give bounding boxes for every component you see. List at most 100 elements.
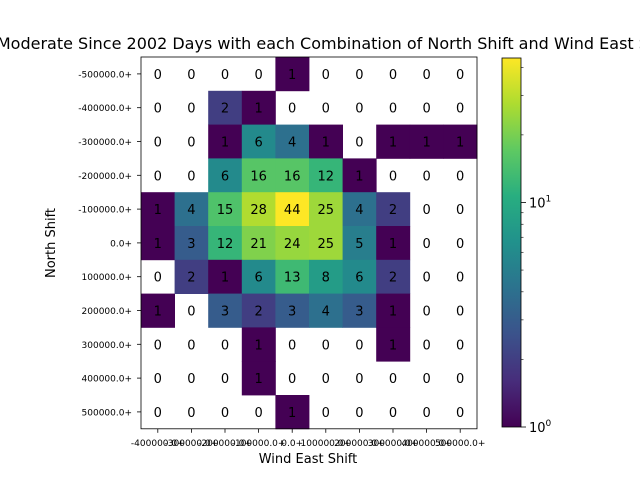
cell-value-label: 1 xyxy=(389,338,397,353)
x-tick-label: -100000.0+ xyxy=(232,439,286,449)
cell-value-label: 6 xyxy=(254,136,262,151)
cell-value-label: 0 xyxy=(456,305,464,320)
cell-value-label: 0 xyxy=(221,372,229,387)
cell-value-label: 1 xyxy=(221,271,229,286)
colorbar-tick-label: 100 xyxy=(529,419,552,436)
cell-value-label: 0 xyxy=(221,68,229,83)
cell-value-label: 0 xyxy=(154,68,162,83)
heatmap-cell xyxy=(342,259,377,294)
y-tick-label: -300000.0+ xyxy=(78,138,132,148)
cell-value-label: 0 xyxy=(187,338,195,353)
heatmap-cell xyxy=(409,124,444,159)
cell-value-label: 1 xyxy=(355,169,363,184)
heatmap-cell xyxy=(275,57,310,92)
x-tick-label: -400000.0+ xyxy=(131,439,185,449)
cell-value-label: 0 xyxy=(154,102,162,117)
cell-value-label: 0 xyxy=(422,68,430,83)
heatmap-cell xyxy=(376,192,411,227)
cell-value-label: 0 xyxy=(422,406,430,421)
cell-value-label: 0 xyxy=(288,338,296,353)
x-axis-ticks: -400000.0+-300000.0+-200000.0+-100000.0+… xyxy=(131,428,485,449)
y-tick-label: -100000.0+ xyxy=(78,206,132,216)
cell-value-label: 0 xyxy=(389,372,397,387)
cell-value-label: 0 xyxy=(154,271,162,286)
cell-value-label: 2 xyxy=(187,271,195,286)
heatmap-cell xyxy=(275,158,310,193)
heatmap-cell xyxy=(376,259,411,294)
cell-value-label: 0 xyxy=(322,68,330,83)
cell-value-label: 0 xyxy=(355,406,363,421)
cell-value-label: 0 xyxy=(187,68,195,83)
y-tick-label: -200000.0+ xyxy=(78,172,132,182)
cell-value-label: 0 xyxy=(456,203,464,218)
heatmap-cell xyxy=(342,158,377,193)
heatmap-cell xyxy=(174,259,209,294)
heatmap-cell xyxy=(275,192,310,227)
cell-value-label: 0 xyxy=(254,68,262,83)
cell-value-label: 0 xyxy=(422,237,430,252)
heatmap-cell xyxy=(376,226,411,261)
cell-value-label: 1 xyxy=(389,136,397,151)
cell-value-label: 1 xyxy=(322,136,330,151)
cell-value-label: 0 xyxy=(422,203,430,218)
x-tick-label: 500000.0+ xyxy=(435,439,485,449)
y-axis-ticks: -500000.0+ -400000.0+ -300000.0+ -200000.0+… xyxy=(78,70,141,418)
heatmap-cell xyxy=(309,124,343,159)
y-tick-label: 0.0+ xyxy=(110,239,132,249)
cell-value-label: 0 xyxy=(187,372,195,387)
heatmap-cell xyxy=(208,259,243,294)
cell-value-label: 0 xyxy=(187,136,195,151)
heatmap-cells xyxy=(140,56,478,430)
x-tick-label: 400000.0+ xyxy=(401,439,451,449)
cell-value-label: 0 xyxy=(154,406,162,421)
heatmap-cell xyxy=(174,226,209,261)
cell-value-label: 3 xyxy=(221,305,229,320)
cell-value-label: 4 xyxy=(187,203,195,218)
cell-value-label: 0 xyxy=(187,169,195,184)
x-axis-label: Wind East Shift xyxy=(259,452,358,467)
heatmap-cell xyxy=(208,192,243,227)
cell-value-label: 0 xyxy=(355,102,363,117)
cell-value-label: 2 xyxy=(221,102,229,117)
x-tick-label: 100000.0+ xyxy=(301,439,351,449)
cell-value-label: 3 xyxy=(187,237,195,252)
y-tick-label: 500000.0+ xyxy=(82,408,132,418)
heatmap-cell xyxy=(342,293,377,328)
cell-value-label: 0 xyxy=(456,169,464,184)
cell-value-label: 1 xyxy=(254,372,262,387)
y-tick-label: -500000.0+ xyxy=(78,70,132,80)
cell-value-label: 2 xyxy=(254,305,262,320)
cell-value-label: 1 xyxy=(154,237,162,252)
cell-value-label: 0 xyxy=(422,169,430,184)
cell-value-label: 0 xyxy=(322,372,330,387)
cell-value-label: 12 xyxy=(318,169,335,184)
cell-value-label: 1 xyxy=(254,102,262,117)
heatmap-cell xyxy=(376,293,411,328)
cell-value-label: 16 xyxy=(250,169,267,184)
cell-value-label: 24 xyxy=(284,237,301,252)
cell-value-label: 4 xyxy=(288,136,296,151)
cell-value-label: 0 xyxy=(187,102,195,117)
cell-value-label: 0 xyxy=(154,338,162,353)
x-tick-label: 200000.0+ xyxy=(334,439,384,449)
heatmap-cell xyxy=(174,192,209,227)
heatmap-cell xyxy=(241,327,276,362)
heatmap-cell xyxy=(141,192,175,227)
heatmap-cell xyxy=(241,293,276,328)
cell-value-label: 0 xyxy=(389,68,397,83)
cell-value-label: 0 xyxy=(355,372,363,387)
heatmap-cell xyxy=(141,293,175,328)
cell-value-label: 0 xyxy=(221,406,229,421)
cell-value-label: 21 xyxy=(250,237,267,252)
cell-value-label: 25 xyxy=(318,203,335,218)
heatmap-cell xyxy=(208,124,243,159)
heatmap-cell xyxy=(275,395,310,430)
heatmap-cell xyxy=(241,226,276,261)
heatmap-cell xyxy=(376,124,411,159)
cell-value-label: 4 xyxy=(355,203,363,218)
cell-value-label: 0 xyxy=(389,169,397,184)
cell-value-label: 6 xyxy=(221,169,229,184)
cell-value-label: 0 xyxy=(187,406,195,421)
cell-value-label: 0 xyxy=(456,237,464,252)
heatmap-cell xyxy=(275,226,310,261)
